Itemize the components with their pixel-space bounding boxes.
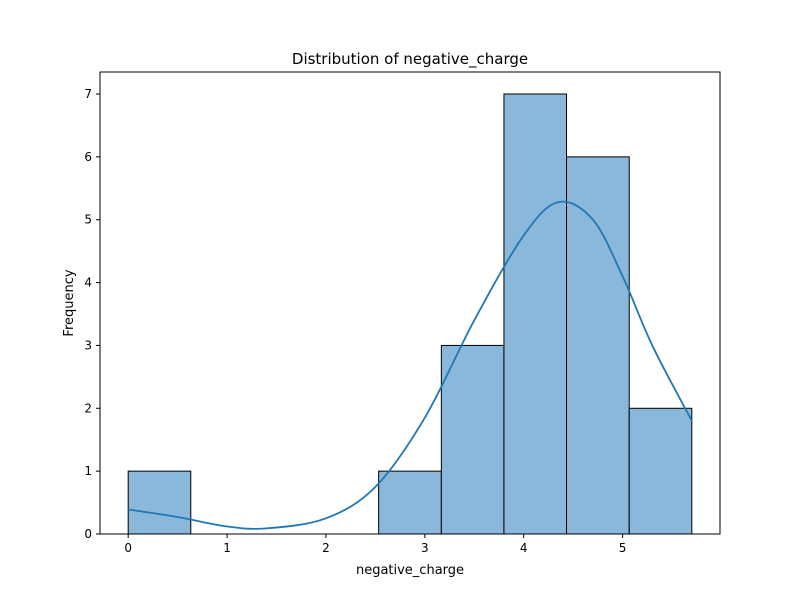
- histogram-bar: [628, 407, 693, 535]
- y-tick-label: 3: [84, 338, 92, 352]
- plot-frame: [99, 71, 721, 535]
- x-axis-ticks: 0 1 2 3 4 5: [124, 534, 626, 555]
- y-axis-ticks: 0 1 2 3 4 5 6 7: [84, 87, 100, 541]
- histogram-bar: [127, 470, 192, 535]
- x-tick-label: 0: [124, 541, 132, 555]
- chart-title: Distribution of negative_charge: [292, 50, 528, 69]
- histogram-bar: [440, 344, 505, 535]
- y-axis-label: Frequency: [62, 269, 77, 336]
- x-tick-label: 1: [223, 541, 231, 555]
- x-tick-label: 5: [619, 541, 627, 555]
- histogram-bars: [127, 93, 693, 535]
- y-tick-label: 4: [84, 276, 92, 290]
- histogram-bar: [378, 470, 442, 535]
- y-tick-label: 1: [84, 464, 92, 478]
- x-axis-label: negative_charge: [356, 563, 464, 578]
- x-tick-label: 4: [520, 541, 528, 555]
- y-tick-label: 5: [84, 213, 92, 227]
- y-tick-label: 7: [84, 87, 92, 101]
- y-tick-label: 2: [84, 401, 92, 415]
- kde-line: [128, 200, 693, 530]
- histogram-bar: [503, 93, 568, 535]
- y-tick-label: 6: [84, 150, 92, 164]
- x-tick-label: 2: [322, 541, 330, 555]
- histogram-bar: [566, 156, 630, 535]
- x-tick-label: 3: [421, 541, 429, 555]
- y-tick-label: 0: [84, 527, 92, 541]
